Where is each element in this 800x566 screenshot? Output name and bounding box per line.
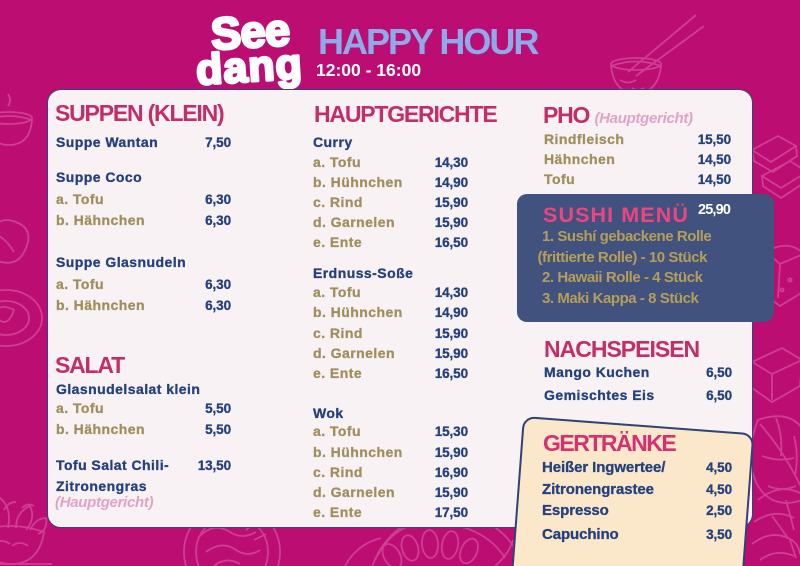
svg-text:See: See xyxy=(209,4,291,60)
svg-text:dang: dang xyxy=(195,40,304,94)
